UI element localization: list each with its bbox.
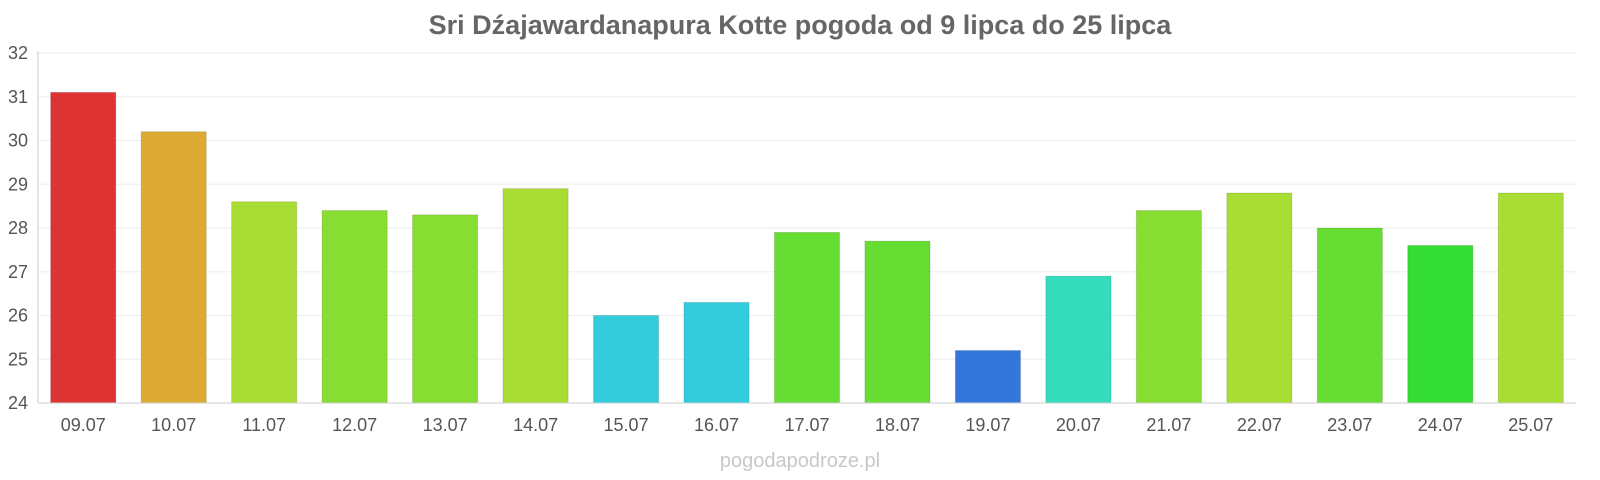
site-watermark: pogodapodroze.pl (719, 450, 881, 472)
x-tick-label: 20.07 (1056, 415, 1101, 435)
x-tick-label: 10.07 (151, 415, 196, 435)
bar (1045, 275, 1112, 404)
y-tick-label: 29 (8, 174, 28, 194)
x-tick-label: 22.07 (1237, 415, 1282, 435)
y-tick-label: 24 (8, 393, 28, 413)
bar (1135, 210, 1202, 404)
x-tick-label: 15.07 (604, 415, 649, 435)
x-tick-label: 17.07 (784, 415, 829, 435)
x-tick-label: 21.07 (1146, 415, 1191, 435)
y-tick-label: 30 (8, 131, 28, 151)
y-tick-label: 28 (8, 218, 28, 238)
chart-title: Sri Dźajawardanapura Kotte pogoda od 9 l… (428, 10, 1172, 40)
bar (50, 91, 117, 404)
y-tick-label: 27 (8, 262, 28, 282)
bar (140, 131, 207, 404)
bar (502, 188, 569, 404)
x-tick-label: 23.07 (1327, 415, 1372, 435)
bars (50, 91, 1564, 404)
x-tick-label: 09.07 (61, 415, 106, 435)
bar (864, 240, 931, 404)
bar (1226, 192, 1293, 404)
bar (321, 210, 388, 404)
bar (592, 315, 660, 404)
bar (683, 301, 750, 404)
x-tick-label: 16.07 (694, 415, 739, 435)
x-tick-label: 19.07 (965, 415, 1010, 435)
bar (773, 231, 841, 404)
x-tick-label: 13.07 (423, 415, 468, 435)
bar (954, 350, 1022, 404)
bar (412, 214, 479, 404)
y-tick-label: 25 (8, 349, 28, 369)
y-tick-labels: 24 25 26 27 28 29 30 31 32 (8, 43, 28, 413)
y-tick-label: 31 (8, 87, 28, 107)
x-tick-label: 25.07 (1508, 415, 1553, 435)
x-tick-labels: 09.07 10.07 11.07 12.07 13.07 14.07 15.07 16.07… (61, 415, 1554, 435)
bar (1316, 227, 1383, 404)
bar (1407, 245, 1474, 404)
x-tick-label: 14.07 (513, 415, 558, 435)
y-tick-label: 32 (8, 43, 28, 63)
x-tick-label: 24.07 (1418, 415, 1463, 435)
y-tick-label: 26 (8, 306, 28, 326)
x-tick-label: 11.07 (242, 415, 286, 435)
x-tick-label: 18.07 (875, 415, 920, 435)
x-tick-label: 12.07 (332, 415, 377, 435)
bar (1497, 192, 1564, 404)
bar (231, 201, 298, 404)
axes (37, 51, 1576, 404)
